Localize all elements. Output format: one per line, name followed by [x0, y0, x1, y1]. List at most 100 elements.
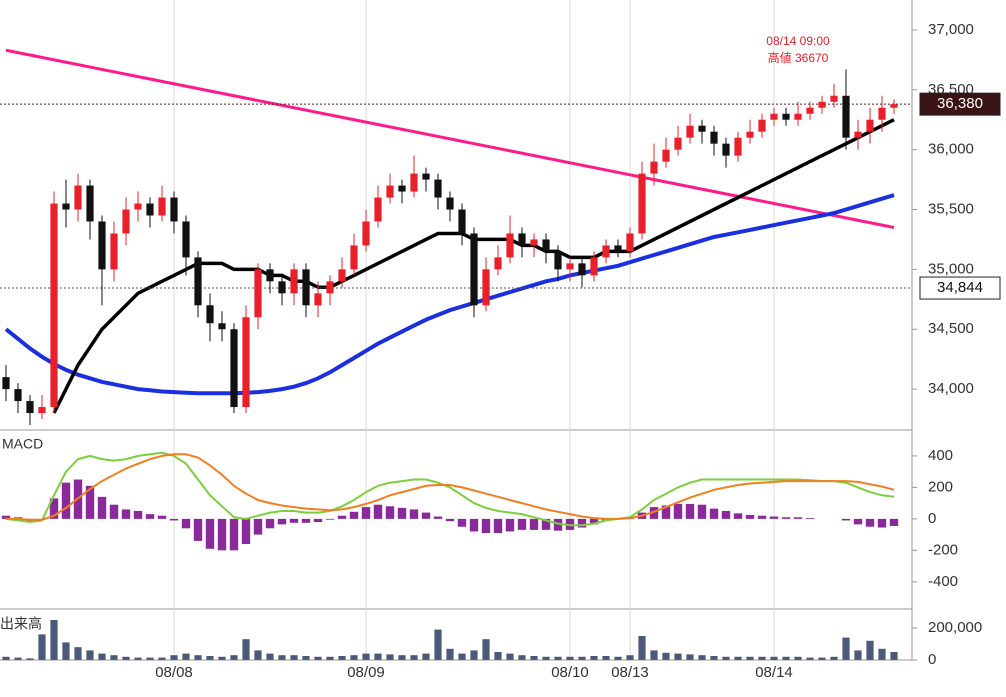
volume-bar [770, 656, 778, 660]
histogram-bar [253, 518, 263, 535]
histogram-bar [445, 518, 455, 522]
y-tick-label: 200,000 [928, 619, 982, 636]
volume-bar [182, 653, 190, 660]
volume-bar [830, 656, 838, 660]
candle-body [842, 95, 850, 138]
volume-bar [890, 652, 898, 660]
volume-bar [266, 653, 274, 660]
histogram-bar [541, 518, 551, 530]
volume-bar [878, 648, 886, 660]
volume-bar [458, 653, 466, 660]
volume-bar [158, 657, 166, 660]
candle-body [230, 329, 238, 408]
volume-bar [278, 655, 286, 660]
candle-body [302, 269, 310, 306]
histogram-bar [373, 504, 383, 519]
y-tick-label: 35,500 [928, 200, 974, 217]
volume-bar [218, 656, 226, 660]
volume-bar [482, 639, 490, 660]
candle-body [182, 221, 190, 258]
candle-body [86, 185, 94, 222]
candle-body [374, 197, 382, 222]
histogram-bar [229, 518, 239, 551]
histogram-bar [529, 518, 539, 530]
volume-bar [194, 655, 202, 660]
volume-bar [14, 657, 22, 660]
volume-bar [494, 652, 502, 660]
volume-bar [794, 656, 802, 660]
price-box [919, 92, 1001, 116]
volume-bar [686, 654, 694, 660]
volume-bar [530, 656, 538, 660]
y-tick-label: -400 [928, 573, 958, 590]
x-tick-label: 08/09 [347, 664, 385, 681]
histogram-bar [853, 518, 863, 525]
volume-bar [110, 655, 118, 660]
x-tick-label: 08/14 [755, 664, 793, 681]
candle-body [662, 149, 670, 162]
candle-body [50, 203, 58, 408]
histogram-bar [841, 518, 851, 521]
histogram-bar [589, 518, 599, 525]
volume-bar [230, 655, 238, 660]
histogram-bar [121, 509, 131, 519]
candle-body [566, 263, 574, 270]
histogram-bar [709, 508, 719, 519]
candle-body [614, 245, 622, 252]
volume-bar [602, 656, 610, 660]
histogram-bar [397, 507, 407, 519]
candle-body [434, 179, 442, 198]
candle-body [398, 185, 406, 192]
volume-bar [338, 656, 346, 660]
candle-body [578, 263, 586, 276]
volume-bar [566, 656, 574, 660]
candle-body [14, 389, 22, 402]
candle-body [710, 131, 718, 144]
histogram-bar [433, 516, 443, 519]
volume-bar [758, 656, 766, 660]
candle-body [866, 119, 874, 132]
volume-bar [170, 655, 178, 660]
y-tick-label: 0 [928, 510, 936, 527]
histogram-bar [301, 518, 311, 523]
moving-average [4, 193, 895, 396]
candle-body [818, 101, 826, 108]
volume-bar [590, 656, 598, 660]
candle-body [482, 269, 490, 306]
histogram-bar [241, 518, 251, 545]
candle-body [314, 293, 322, 306]
volume-bar [50, 620, 58, 660]
candle-body [782, 113, 790, 120]
candle-body [758, 119, 766, 132]
histogram-bar [277, 518, 287, 525]
volume-bar [434, 629, 442, 660]
histogram-bar [289, 518, 299, 523]
volume-bar [674, 653, 682, 660]
candle-body [74, 185, 82, 210]
candle-body [410, 173, 418, 192]
volume-bar [518, 655, 526, 660]
candle-body [110, 233, 118, 270]
histogram-bar [217, 518, 227, 551]
histogram-bar [109, 504, 119, 519]
volume-bar [842, 637, 850, 660]
histogram-bar [169, 518, 179, 521]
candle-body [170, 197, 178, 222]
candle-body [494, 257, 502, 270]
histogram-bar [517, 518, 527, 530]
volume-bar [626, 655, 634, 660]
volume-bar [398, 655, 406, 660]
histogram-bar [793, 517, 803, 519]
histogram-bar [193, 518, 203, 541]
histogram-bar [769, 516, 779, 519]
histogram-bar [661, 505, 671, 519]
candle-body [194, 257, 202, 306]
histogram-bar [337, 515, 347, 519]
candle-body [422, 173, 430, 180]
candle-body [386, 185, 394, 198]
candle-body [806, 107, 814, 114]
volume-bar [734, 656, 742, 660]
candle-body [794, 113, 802, 120]
histogram-bar [805, 518, 815, 519]
